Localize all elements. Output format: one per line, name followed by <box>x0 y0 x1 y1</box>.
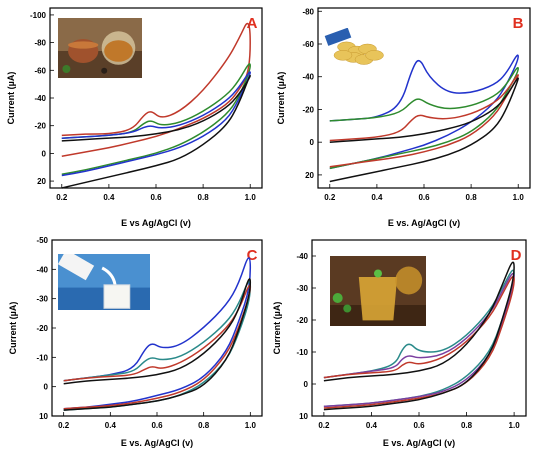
series-line-blue <box>61 71 251 177</box>
x-tick-label: 0.8 <box>461 421 473 430</box>
y-tick-label: -20 <box>296 316 308 325</box>
x-tick-label: 1.0 <box>509 421 521 430</box>
panel-C: 0.2 0.4 0.6 0.8 1.0 -50 -40 -30 -20 -10 0 10 E vs. A… <box>8 236 263 448</box>
y-axis-label: Current (µA) <box>272 302 282 355</box>
x-tick-label: 1.0 <box>513 193 525 202</box>
y-tick-label: -20 <box>302 105 314 114</box>
y-tick-label: 20 <box>305 171 314 180</box>
series-line-red <box>329 74 519 168</box>
y-tick-label: 0 <box>304 380 309 389</box>
y-tick-label: -40 <box>296 252 308 261</box>
x-tick-label: 0.6 <box>418 193 430 202</box>
series-line-blue <box>63 257 252 410</box>
y-tick-label: 0 <box>310 138 315 147</box>
y-tick-label: 10 <box>39 412 48 421</box>
panel-A: 0.2 0.4 0.6 0.8 1.0 -100 -80 -60 -40 -20 0 20 E vs A… <box>6 7 263 228</box>
series-line-red <box>323 275 515 409</box>
x-tick-label: 0.4 <box>366 421 378 430</box>
x-axis-label: E vs Ag/AgCl (v) <box>121 218 191 228</box>
y-tick-label: 10 <box>299 412 308 421</box>
x-tick-label: 0.4 <box>103 193 115 202</box>
x-tick-label: 0.8 <box>466 193 478 202</box>
inset-image <box>322 28 392 70</box>
series-line-black <box>63 278 252 411</box>
y-tick-label: -10 <box>36 353 48 362</box>
series-line-black <box>61 74 251 189</box>
panel-letter: A <box>247 15 258 32</box>
inset-image <box>58 254 150 310</box>
y-tick-label: -60 <box>302 40 314 49</box>
x-tick-label: 0.8 <box>198 421 210 430</box>
series-line-black <box>329 77 519 183</box>
x-tick-label: 0.4 <box>371 193 383 202</box>
inset-image <box>330 256 426 326</box>
series-line-purple <box>323 272 515 408</box>
y-tick-label: -40 <box>34 94 46 103</box>
panel-letter: B <box>513 15 524 32</box>
series-line-green <box>329 66 519 170</box>
y-tick-label: -80 <box>34 39 46 48</box>
x-tick-label: 0.6 <box>150 193 162 202</box>
x-axis-label: E vs. Ag/AgCl (v) <box>121 438 193 448</box>
x-axis-label: E vs. Ag/AgCl (v) <box>383 438 455 448</box>
x-tick-label: 0.2 <box>58 421 70 430</box>
x-tick-label: 0.6 <box>413 421 425 430</box>
y-tick-label: 20 <box>37 177 46 186</box>
x-tick-label: 0.2 <box>318 421 330 430</box>
y-tick-label: -80 <box>302 7 314 16</box>
x-axis-label: E vs. Ag/AgCl (v) <box>388 218 460 228</box>
y-tick-label: -20 <box>34 122 46 131</box>
series-line-blue <box>329 54 519 170</box>
y-tick-label: 0 <box>44 383 49 392</box>
series-line-green <box>61 63 251 175</box>
y-axis-label: Current (µA) <box>8 302 18 355</box>
panel-D: 0.2 0.4 0.6 0.8 1.0 -40 -30 -20 -10 0 10 E vs. Ag/A… <box>272 239 527 448</box>
x-tick-label: 0.8 <box>198 193 210 202</box>
y-tick-label: -40 <box>36 265 48 274</box>
y-tick-label: -60 <box>34 66 46 75</box>
x-tick-label: 1.0 <box>245 421 257 430</box>
y-tick-label: -50 <box>36 236 48 245</box>
panel-letter: D <box>511 247 522 264</box>
series-line-red <box>61 22 251 157</box>
y-tick-label: -20 <box>36 324 48 333</box>
series-line-black <box>323 261 515 411</box>
y-tick-label: 0 <box>42 149 47 158</box>
x-tick-label: 0.6 <box>151 421 163 430</box>
panel-letter: C <box>247 247 258 264</box>
x-tick-label: 0.2 <box>324 193 336 202</box>
y-axis-label: Current (µA) <box>276 72 286 125</box>
panel-B: 0.2 0.4 0.6 0.8 1.0 -80 -60 -40 -20 0 20 E vs. Ag/A… <box>276 7 531 228</box>
inset-image <box>58 18 142 78</box>
y-axis-label: Current (µA) <box>6 72 16 125</box>
x-tick-label: 1.0 <box>245 193 257 202</box>
y-tick-label: -10 <box>296 348 308 357</box>
y-tick-label: -30 <box>36 295 48 304</box>
y-tick-label: -40 <box>302 73 314 82</box>
x-tick-label: 0.4 <box>105 421 117 430</box>
x-tick-label: 0.2 <box>56 193 68 202</box>
y-tick-label: -30 <box>296 284 308 293</box>
y-tick-label: -100 <box>30 11 47 20</box>
